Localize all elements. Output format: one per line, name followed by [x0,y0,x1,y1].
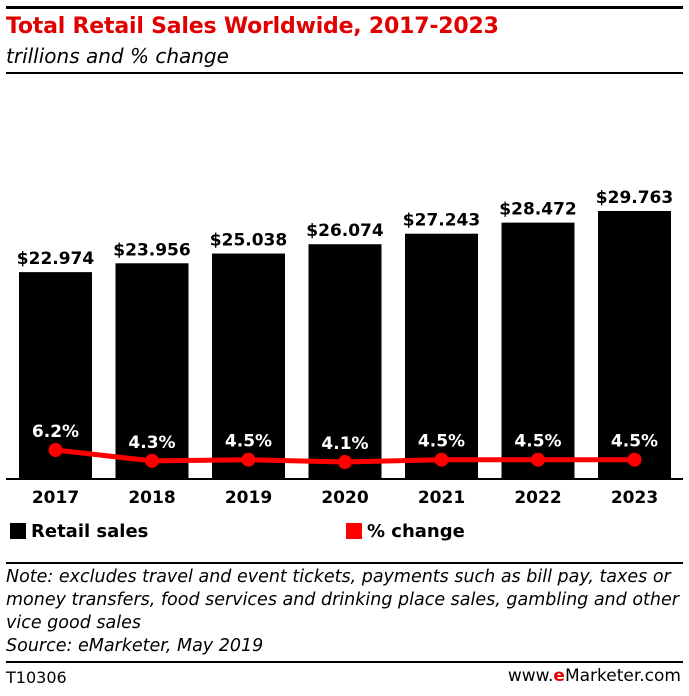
bar-value-label: $27.243 [403,211,480,231]
note-line: vice good sales [6,613,141,633]
percent-change-label: 4.5% [225,432,272,452]
header-rule [6,72,683,74]
percent-change-point [48,443,63,457]
note-rule [6,562,683,564]
bar [212,253,285,479]
bar-value-label: $29.763 [596,188,673,208]
bar [405,233,478,479]
percent-change-label: 4.5% [418,432,465,452]
percent-change-label: 6.2% [32,422,79,442]
chart-note: Note: excludes travel and event tickets,… [6,566,679,658]
chart-id: T10306 [6,668,67,687]
x-tick-label: 2017 [32,488,79,508]
bar-value-label: $26.074 [306,221,384,241]
percent-change-label: 4.5% [514,432,561,452]
x-tick-label: 2023 [611,488,658,508]
footer-rule [6,661,683,663]
chart-title: Total Retail Sales Worldwide, 2017-2023 [6,14,499,39]
legend-label-line: % change [367,520,465,542]
x-tick-label: 2022 [514,488,561,508]
x-tick-label: 2021 [418,488,465,508]
brand-highlight: e [553,666,565,686]
bar-value-label: $28.472 [499,200,576,220]
percent-change-point [338,455,352,469]
note-line: money transfers, food services and drink… [6,590,679,610]
percent-change-point [434,452,449,467]
note-line: Note: excludes travel and event tickets,… [6,567,671,587]
percent-change-point [241,452,256,467]
legend-retail-sales: Retail sales [10,519,148,543]
percent-change-point [627,452,642,467]
top-rule [6,6,683,9]
legend-percent-change: % change [346,519,465,543]
brand-suffix: Marketer.com [564,666,681,686]
percent-change-label: 4.5% [611,432,658,452]
bar [308,244,382,479]
bar [115,263,189,479]
percent-change-label: 4.3% [128,433,175,453]
x-tick-label: 2018 [128,488,175,508]
brand-prefix: www. [507,666,554,686]
bar-value-label: $22.974 [17,249,95,269]
brand-logo: www.eMarketer.com [508,666,681,686]
legend-swatch-line [346,523,362,539]
bar-value-label: $25.038 [210,231,287,251]
bar [501,222,575,480]
bar-value-label: $23.956 [113,240,190,260]
bar [598,211,671,479]
legend-label-bars: Retail sales [31,520,149,542]
percent-change-point [531,452,545,467]
chart-subtitle: trillions and % change [6,44,229,68]
note-source: Source: eMarketer, May 2019 [6,636,264,656]
x-tick-label: 2020 [321,488,368,508]
x-tick-label: 2019 [225,488,272,508]
legend-swatch-bars [10,523,26,539]
percent-change-label: 4.1% [321,434,368,454]
retail-sales-chart: $22.974 2017 $23.956 2018 $25.038 2019 $26.074… [6,188,683,508]
percent-change-point [145,453,159,468]
